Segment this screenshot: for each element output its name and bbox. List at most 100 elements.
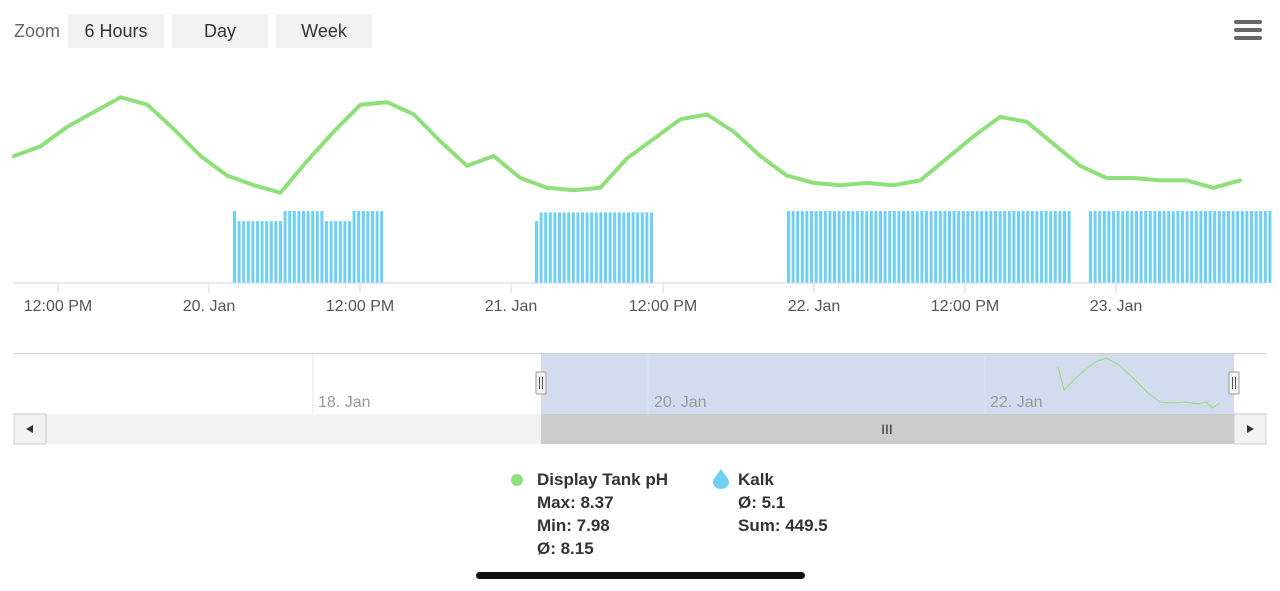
kalk-bar [925,211,928,283]
kalk-bar [1217,211,1221,283]
kalk-bar [1093,211,1097,283]
kalk-series [233,211,1272,283]
ph-series-line [12,95,1242,195]
kalk-bar [571,212,575,283]
zoom-day-button[interactable]: Day [172,14,269,48]
kalk-bar [998,211,1002,283]
x-tick-label: 12:00 PM [931,298,999,315]
kalk-bar [292,211,296,283]
kalk-bar [1181,211,1184,283]
kalk-bar [1176,211,1180,283]
kalk-bar [237,221,241,283]
kalk-bar [842,211,846,283]
zoom-label: Zoom [14,20,61,41]
kalk-bar [1003,211,1007,283]
ph-kalk-chart: 12:00 PM 20. Jan 12:00 PM 21. Jan 12:00 PM 22… [12,95,1272,445]
kalk-bar [581,212,584,283]
x-tick-label: 23. Jan [1090,298,1142,315]
kalk-bar [1035,211,1039,283]
navigator-selected-range[interactable] [541,354,1234,414]
kalk-bar [1213,211,1217,283]
kalk-bar [911,211,915,283]
kalk-bar [1144,211,1148,283]
kalk-bar [1049,211,1053,283]
kalk-bar [851,211,855,283]
arrow-left-icon [26,425,33,433]
kalk-bar [934,211,938,283]
kalk-bar [1058,211,1062,283]
kalk-bar [539,212,543,283]
x-tick-label: 12:00 PM [629,298,697,315]
kalk-bar [1026,211,1030,283]
kalk-bar [608,212,612,283]
kalk-bar [957,211,961,283]
kalk-bar [361,211,365,283]
kalk-bar [650,212,653,283]
kalk-bar [1107,211,1111,283]
kalk-bar [338,221,342,283]
navigator-left-handle[interactable] [535,371,547,395]
kalk-bar [791,211,795,283]
kalk-bar [1125,211,1129,283]
x-tick-label: 22. Jan [788,298,840,315]
kalk-bar [553,212,557,283]
kalk-bar [576,212,580,283]
kalk-bar [306,211,310,283]
kalk-bar [352,211,356,283]
kalk-bar [269,221,273,283]
kalk-bar [631,212,635,283]
legend-item-ph[interactable]: Display Tank pH Max: 8.37 Min: 7.98 Ø: 8… [510,468,668,560]
legend-item-kalk[interactable]: Kalk Ø: 5.1 Sum: 449.5 [711,468,828,537]
legend-ph-name: Display Tank pH [537,470,668,489]
kalk-bar [1208,211,1212,283]
x-tick-label: 20. Jan [183,298,235,315]
kalk-bar [833,211,836,283]
kalk-bar [613,212,617,283]
kalk-bar [837,211,841,283]
kalk-bar [1236,211,1240,283]
scrollbar-left-button[interactable] [13,413,47,445]
kalk-bar [1227,211,1230,283]
kalk-bar [819,211,823,283]
kalk-bar [604,212,607,283]
kalk-bar [246,221,250,283]
kalk-bar [943,211,947,283]
zoom-week-button[interactable]: Week [276,14,373,48]
zoom-6-hours-button[interactable]: 6 Hours [68,14,165,48]
navigator-right-handle[interactable] [1228,371,1240,395]
kalk-bar [874,211,878,283]
kalk-bar [865,211,869,283]
scrollbar-right-button[interactable] [1233,413,1267,445]
x-tick-label: 12:00 PM [326,298,394,315]
kalk-bar [1053,211,1057,283]
kalk-bar [823,211,827,283]
kalk-bar [1245,211,1249,283]
kalk-bar [1268,211,1272,283]
kalk-bar [260,221,264,283]
zoom-toolbar: Zoom 6 Hours Day Week [14,14,380,48]
kalk-bar [622,212,626,283]
kalk-bar [810,211,813,283]
kalk-bar [1153,211,1157,283]
kalk-bar [283,211,287,283]
kalk-bar [617,212,621,283]
scrollbar-thumb[interactable] [541,414,1234,444]
kalk-bar [787,211,790,283]
kalk-bar [594,212,598,283]
hamburger-menu-icon[interactable] [1234,20,1262,46]
kalk-bar [975,211,979,283]
kalk-bar [1263,211,1267,283]
kalk-bar [548,212,552,283]
kalk-bar [1250,211,1253,283]
navigator-ph-line [1057,357,1221,409]
kalk-bar [1116,211,1120,283]
x-axis-ticks: 12:00 PM 20. Jan 12:00 PM 21. Jan 12:00 PM 22… [24,283,1142,315]
kalk-bar [1012,211,1016,283]
kalk-bar [906,211,910,283]
circle-icon [511,474,523,486]
kalk-bar [325,221,328,283]
kalk-bar [535,221,538,283]
navigator-date-label: 20. Jan [654,394,706,411]
kalk-bar [256,221,259,283]
kalk-bar [1190,211,1194,283]
